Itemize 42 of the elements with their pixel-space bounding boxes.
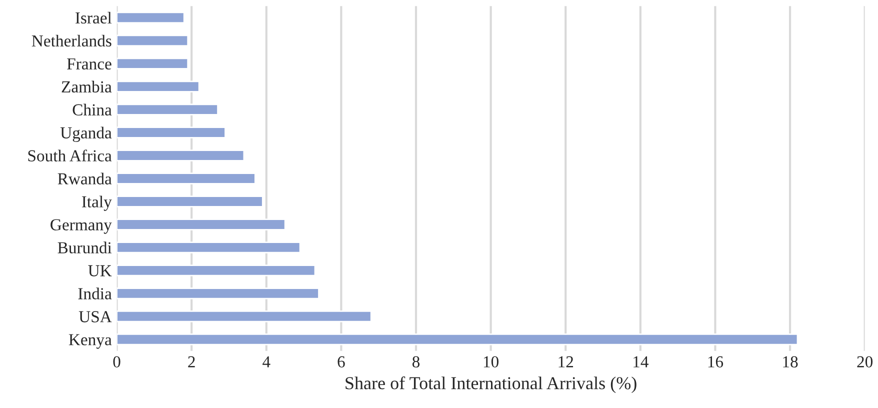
bar: [116, 126, 226, 138]
y-tick-label: Germany: [50, 219, 112, 234]
y-tick-label: USA: [78, 311, 112, 322]
x-tick-label: 0: [113, 356, 120, 368]
bar: [116, 34, 189, 46]
x-tick-label: 16: [708, 356, 724, 368]
y-tick-label: Italy: [82, 196, 112, 211]
x-tick-label: 20: [857, 356, 873, 368]
bar: [116, 264, 316, 276]
bar: [116, 334, 798, 346]
x-tick-label: 10: [484, 356, 498, 368]
bar: [116, 218, 286, 230]
bar: [116, 310, 372, 322]
bar: [116, 172, 256, 184]
y-tick-label: Israel: [76, 12, 112, 24]
bar: [116, 288, 320, 300]
bar: [116, 12, 185, 24]
y-tick-label: Kenya: [68, 334, 112, 349]
y-tick-label: Uganda: [60, 126, 112, 142]
bar: [116, 150, 245, 162]
y-tick-label: Netherlands: [32, 34, 112, 47]
x-tick-label: 6: [338, 356, 345, 368]
y-tick-label: South Africa: [28, 150, 112, 162]
x-tick-label: 12: [558, 356, 574, 368]
x-tick-label: 18: [783, 356, 798, 368]
y-tick-label: China: [72, 104, 112, 116]
x-tick-label: 4: [262, 356, 270, 368]
bar: [116, 80, 200, 92]
x-tick-label: 2: [188, 356, 195, 368]
y-tick-label: Burundi: [58, 242, 112, 254]
y-tick-label: UK: [88, 265, 112, 276]
bar: [116, 242, 301, 254]
bar: [116, 196, 264, 208]
x-tick-label: 14: [634, 356, 648, 368]
y-tick-label: India: [78, 288, 112, 300]
x-tick-label: 8: [412, 356, 420, 368]
y-tick-label: Zambia: [62, 80, 112, 93]
y-tick-label: Rwanda: [58, 172, 112, 184]
bar: [116, 104, 218, 116]
x-axis-title: Share of Total International Arrivals (%): [346, 376, 636, 393]
bar: [116, 58, 189, 70]
y-tick-label: France: [67, 58, 112, 70]
